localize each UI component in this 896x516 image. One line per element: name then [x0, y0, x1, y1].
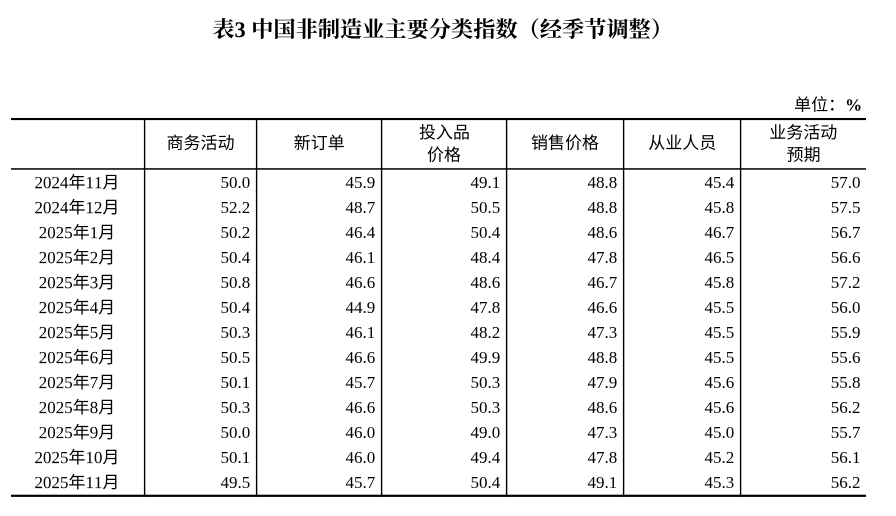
svg-text:50.5: 50.5	[471, 198, 501, 217]
svg-text:56.2: 56.2	[831, 473, 861, 492]
svg-text:56.6: 56.6	[831, 248, 861, 267]
svg-text:49.9: 49.9	[471, 348, 501, 367]
svg-text:49.1: 49.1	[471, 173, 501, 192]
svg-text:45.5: 45.5	[705, 348, 735, 367]
svg-text:50.4: 50.4	[471, 223, 501, 242]
svg-text:49.4: 49.4	[471, 448, 501, 467]
svg-text:48.8: 48.8	[588, 198, 618, 217]
svg-text:46.1: 46.1	[346, 323, 376, 342]
svg-text:56.7: 56.7	[831, 223, 861, 242]
svg-text:47.9: 47.9	[588, 373, 618, 392]
svg-text:46.1: 46.1	[346, 248, 376, 267]
svg-text:46.4: 46.4	[346, 223, 376, 242]
svg-text:56.2: 56.2	[831, 398, 861, 417]
svg-text:45.5: 45.5	[705, 298, 735, 317]
svg-text:48.8: 48.8	[588, 173, 618, 192]
svg-text:50.2: 50.2	[221, 223, 251, 242]
svg-text:49.5: 49.5	[221, 473, 251, 492]
svg-text:50.1: 50.1	[221, 448, 251, 467]
svg-text:46.5: 46.5	[705, 248, 735, 267]
svg-text:49.1: 49.1	[588, 473, 618, 492]
svg-text:50.3: 50.3	[471, 373, 501, 392]
svg-text:46.6: 46.6	[588, 298, 618, 317]
svg-text:57.0: 57.0	[831, 173, 861, 192]
svg-text:56.1: 56.1	[831, 448, 861, 467]
svg-text:45.7: 45.7	[346, 473, 376, 492]
svg-text:46.6: 46.6	[346, 398, 376, 417]
svg-text:52.2: 52.2	[221, 198, 251, 217]
svg-text:55.9: 55.9	[831, 323, 861, 342]
svg-text:46.7: 46.7	[588, 273, 618, 292]
svg-text:50.8: 50.8	[221, 273, 251, 292]
svg-text:57.5: 57.5	[831, 198, 861, 217]
svg-text:45.2: 45.2	[705, 448, 735, 467]
svg-text:47.3: 47.3	[588, 323, 618, 342]
svg-text:46.7: 46.7	[705, 223, 735, 242]
svg-text:48.6: 48.6	[471, 273, 501, 292]
svg-text:48.4: 48.4	[471, 248, 501, 267]
svg-text:48.8: 48.8	[588, 348, 618, 367]
svg-text:45.4: 45.4	[705, 173, 735, 192]
svg-text:45.8: 45.8	[705, 198, 735, 217]
svg-text:45.5: 45.5	[705, 323, 735, 342]
svg-text:50.3: 50.3	[221, 323, 251, 342]
svg-text:50.0: 50.0	[221, 423, 251, 442]
svg-text:47.8: 47.8	[588, 448, 618, 467]
svg-text:50.4: 50.4	[221, 298, 251, 317]
svg-text:50.4: 50.4	[221, 248, 251, 267]
svg-text:55.7: 55.7	[831, 423, 861, 442]
svg-text:48.2: 48.2	[471, 323, 501, 342]
svg-text:45.8: 45.8	[705, 273, 735, 292]
svg-text:55.6: 55.6	[831, 348, 861, 367]
svg-text:57.2: 57.2	[831, 273, 861, 292]
svg-text:48.6: 48.6	[588, 223, 618, 242]
svg-text:45.0: 45.0	[705, 423, 735, 442]
svg-text:47.8: 47.8	[471, 298, 501, 317]
svg-text:44.9: 44.9	[346, 298, 376, 317]
svg-text:45.9: 45.9	[346, 173, 376, 192]
svg-text:48.6: 48.6	[588, 398, 618, 417]
svg-text:46.0: 46.0	[346, 448, 376, 467]
svg-text:46.6: 46.6	[346, 348, 376, 367]
svg-text:50.3: 50.3	[221, 398, 251, 417]
svg-text:46.6: 46.6	[346, 273, 376, 292]
svg-text:46.0: 46.0	[346, 423, 376, 442]
svg-text:50.0: 50.0	[221, 173, 251, 192]
svg-text:45.7: 45.7	[346, 373, 376, 392]
svg-text:45.3: 45.3	[705, 473, 735, 492]
svg-text:56.0: 56.0	[831, 298, 861, 317]
svg-text:47.8: 47.8	[588, 248, 618, 267]
svg-text:45.6: 45.6	[705, 398, 735, 417]
svg-text:50.4: 50.4	[471, 473, 501, 492]
svg-text:55.8: 55.8	[831, 373, 861, 392]
svg-text:50.1: 50.1	[221, 373, 251, 392]
svg-text:50.3: 50.3	[471, 398, 501, 417]
svg-text:49.0: 49.0	[471, 423, 501, 442]
svg-text:45.6: 45.6	[705, 373, 735, 392]
svg-text:50.5: 50.5	[221, 348, 251, 367]
svg-text:48.7: 48.7	[346, 198, 376, 217]
svg-text:47.3: 47.3	[588, 423, 618, 442]
